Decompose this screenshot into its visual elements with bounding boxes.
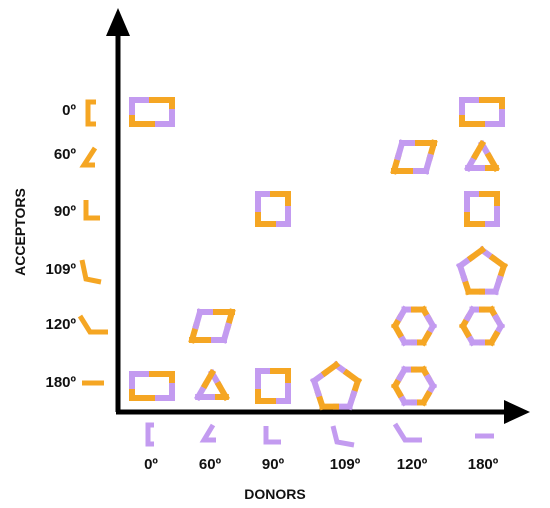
donor-label-180: 180º — [467, 456, 499, 473]
acceptor-label-0: 0º — [62, 102, 76, 119]
donor-label-0: 0º — [144, 456, 158, 473]
axes — [106, 8, 530, 424]
y-axis-arrowhead — [106, 8, 130, 36]
donor-icon-60 — [199, 423, 216, 443]
cage-hexagon-edge — [424, 373, 438, 391]
cage-hexagon — [390, 365, 438, 407]
cage-rhombus-edge — [394, 139, 406, 161]
cage-square — [464, 191, 500, 227]
acceptor-label-60: 60º — [53, 146, 76, 163]
cage-square — [255, 368, 291, 404]
acceptor-label-180: 180º — [45, 374, 76, 391]
cage-rhombus-edge — [192, 308, 204, 330]
cage-hexagon-edge — [424, 313, 438, 331]
x-axis-arrowhead — [504, 400, 530, 424]
acceptor-label-90: 90º — [53, 203, 76, 220]
acceptor-icon-60 — [79, 146, 98, 168]
cage-square — [255, 191, 291, 227]
cage-hexagon — [390, 305, 438, 347]
cage-rhombus — [188, 308, 236, 344]
cage-hexagon — [458, 305, 506, 347]
donor-icon-90 — [263, 426, 281, 445]
cage-triangle-edge — [470, 139, 487, 161]
cage-pentagon-edge — [320, 360, 341, 378]
cage-pentagon — [309, 360, 363, 411]
cage-rectangle — [129, 97, 175, 127]
cage-rhombus — [390, 139, 438, 175]
acceptor-label-120: 120º — [45, 316, 76, 333]
cage-triangle — [464, 139, 500, 173]
acceptor-icon-90 — [83, 200, 100, 221]
cage-rectangle — [129, 371, 175, 401]
cage-shapes — [129, 97, 509, 411]
cage-rectangle — [459, 97, 505, 127]
building-block-icons — [77, 99, 494, 448]
acceptor-icon-120 — [77, 314, 108, 335]
cage-pentagon — [455, 245, 509, 296]
cage-triangle-edge — [200, 368, 217, 390]
acceptor-icon-109 — [79, 259, 102, 285]
x-axis-title: DONORS — [244, 486, 306, 502]
acceptor-icon-0 — [85, 99, 96, 127]
cage-hexagon-edge — [492, 313, 506, 331]
donor-label-120: 120º — [396, 456, 428, 473]
y-axis-title: ACCEPTORS — [12, 188, 28, 276]
acceptor-label-109: 109º — [45, 261, 76, 278]
cage-pentagon-edge — [466, 245, 487, 263]
donor-label-90: 90º — [261, 456, 285, 473]
donor-icon-109 — [330, 425, 355, 448]
donor-icon-0 — [145, 422, 154, 447]
donor-icon-120 — [392, 422, 422, 443]
cage-triangle — [194, 368, 230, 402]
donor-label-60: 60º — [198, 456, 222, 473]
donor-label-109: 109º — [329, 456, 361, 473]
